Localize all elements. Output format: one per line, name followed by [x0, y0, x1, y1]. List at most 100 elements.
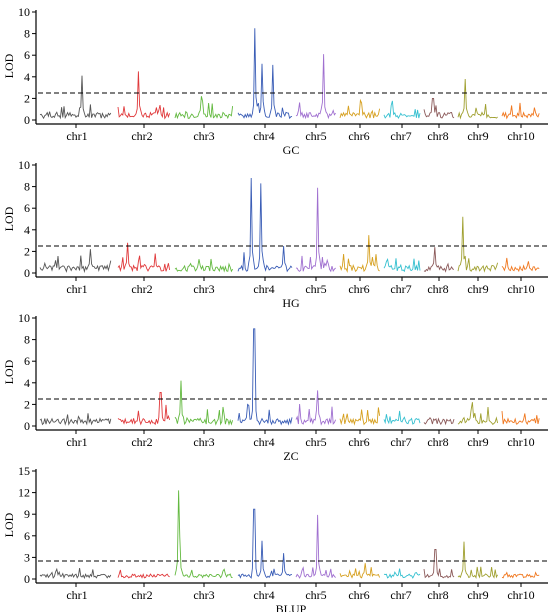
chr-label-chr4: chr4 [253, 435, 274, 449]
panel-zc: 0 2 4 6 8 10 LOD chr1 chr2 chr3 chr4 chr5 chr6 chr7 ch… [2, 311, 548, 463]
series-chr6 [339, 98, 381, 119]
chr-label-chr3: chr3 [193, 129, 214, 143]
chr-label-chr5: chr5 [305, 129, 326, 143]
series-chr8 [423, 549, 455, 579]
series-chr7 [383, 258, 421, 273]
chr-label-chr4: chr4 [253, 129, 274, 143]
chr-label-chr6: chr6 [348, 129, 369, 143]
chr-label-chr9: chr9 [467, 435, 488, 449]
series-chr3 [174, 258, 233, 273]
y-tick-label: 8 [24, 27, 30, 41]
y-tick-label: 2 [24, 244, 30, 258]
chr-label-chr7: chr7 [390, 129, 411, 143]
y-tick-label: 6 [24, 529, 30, 543]
chr-label-chr1: chr1 [66, 588, 87, 602]
chr-label-chr9: chr9 [467, 129, 488, 143]
series-chr2 [117, 392, 171, 426]
y-tick-label: 10 [18, 311, 30, 325]
panel-blup: 0 3 6 9 12 15 LOD chr1 chr2 chr3 chr4 chr5 chr6 chr7 c… [2, 464, 548, 612]
series-chr1 [39, 413, 112, 426]
series-chr9 [457, 541, 498, 580]
panel-gc: 0 2 4 6 8 10 LOD chr1 chr2 chr3 chr4 chr5 chr6 chr7 ch… [2, 5, 548, 157]
series-chr5 [295, 390, 337, 426]
series-chr2 [117, 569, 170, 579]
y-tick-label: 6 [24, 48, 30, 62]
y-tick-label: 12 [18, 486, 30, 500]
chr-label-chr2: chr2 [131, 435, 152, 449]
series-chr4 [237, 508, 293, 579]
series-chr10 [501, 411, 540, 426]
series-chr5 [295, 54, 336, 120]
chr-label-chr8: chr8 [427, 435, 448, 449]
chr-label-chr5: chr5 [305, 282, 326, 296]
y-tick-label: 4 [24, 70, 30, 84]
panel-hg: 0 2 4 6 8 10 LOD chr1 chr2 chr3 chr4 chr5 chr6 chr7 ch… [2, 158, 548, 310]
series-chr9 [457, 216, 499, 273]
y-tick-label: 10 [18, 5, 30, 19]
chr-label-chr1: chr1 [66, 129, 87, 143]
series-chr5 [295, 514, 336, 579]
series-chr2 [117, 242, 171, 273]
y-tick-label: 3 [24, 550, 30, 564]
series-chr6 [339, 235, 380, 274]
series-chr8 [423, 247, 455, 273]
y-tick-label: 8 [24, 180, 30, 194]
series-chr7 [383, 100, 421, 119]
panel-label: BLUP [276, 602, 307, 612]
y-tick-label: 0 [24, 266, 30, 280]
y-tick-label: 0 [24, 113, 30, 127]
y-axis-label: LOD [2, 53, 16, 78]
panel-label: GC [283, 143, 300, 157]
chr-label-chr10: chr10 [507, 129, 534, 143]
y-tick-label: 4 [24, 223, 30, 237]
chr-label-chr2: chr2 [131, 588, 152, 602]
chr-label-chr10: chr10 [507, 282, 534, 296]
y-axis-label: LOD [2, 512, 16, 537]
series-chr6 [339, 563, 381, 579]
y-tick-label: 6 [24, 201, 30, 215]
chr-label-chr7: chr7 [390, 435, 411, 449]
series-chr1 [39, 249, 112, 274]
chr-label-chr5: chr5 [305, 435, 326, 449]
y-tick-label: 2 [24, 397, 30, 411]
y-tick-label: 0 [24, 419, 30, 433]
chr-label-chr4: chr4 [253, 588, 274, 602]
panel-label: ZC [283, 449, 298, 463]
series-chr10 [501, 571, 540, 579]
series-chr4 [237, 328, 293, 426]
chr-label-chr3: chr3 [193, 588, 214, 602]
series-chr10 [501, 257, 540, 273]
chr-label-chr8: chr8 [427, 282, 448, 296]
chr-label-chr10: chr10 [507, 588, 534, 602]
y-tick-label: 15 [18, 464, 30, 478]
series-chr10 [501, 102, 540, 120]
y-tick-label: 0 [24, 572, 30, 586]
y-tick-label: 9 [24, 507, 30, 521]
chr-label-chr2: chr2 [131, 129, 152, 143]
chr-label-chr5: chr5 [305, 588, 326, 602]
chr-label-chr3: chr3 [193, 282, 214, 296]
y-tick-label: 4 [24, 376, 30, 390]
chr-label-chr8: chr8 [427, 129, 448, 143]
y-tick-label: 10 [18, 158, 30, 172]
series-chr4 [237, 177, 293, 273]
series-chr9 [457, 78, 498, 120]
panel-label: HG [282, 296, 300, 310]
series-chr1 [39, 75, 112, 120]
chr-label-chr9: chr9 [467, 588, 488, 602]
chr-label-chr7: chr7 [390, 282, 411, 296]
series-chr4 [237, 28, 293, 120]
series-chr3 [174, 380, 234, 426]
chr-label-chr1: chr1 [66, 282, 87, 296]
series-chr1 [39, 567, 112, 580]
series-chr5 [295, 187, 336, 273]
chr-label-chr9: chr9 [467, 282, 488, 296]
series-chr8 [423, 417, 455, 426]
series-chr7 [383, 410, 421, 425]
y-tick-label: 2 [24, 91, 30, 105]
chr-label-chr8: chr8 [427, 588, 448, 602]
y-tick-label: 8 [24, 333, 30, 347]
series-chr2 [117, 71, 171, 120]
series-chr3 [174, 96, 234, 120]
